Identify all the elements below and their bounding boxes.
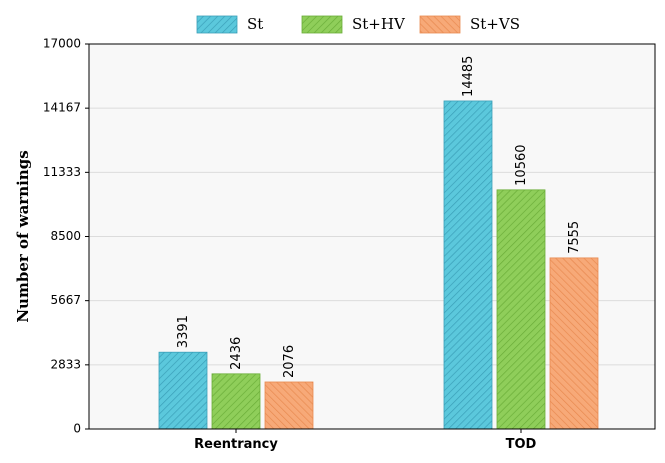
y-tick-label: 14167: [43, 101, 81, 115]
data-label: 10560: [514, 144, 529, 185]
legend-label: St+VS: [470, 15, 520, 33]
y-tick-label: 17000: [43, 37, 81, 51]
y-tick-label: 11333: [43, 165, 81, 179]
legend-label: St+HV: [352, 15, 406, 33]
x-tick-label: Reentrancy: [194, 437, 278, 452]
legend-label: St: [247, 15, 263, 33]
data-label: 7555: [567, 221, 582, 254]
bar-st-reentrancy: [158, 351, 208, 430]
data-label: 14485: [461, 56, 476, 97]
y-axis-ticks: 0 2833 5667 8500 11333 14167 17000: [43, 37, 89, 436]
bar-st-hv-tod: [496, 189, 546, 430]
x-tick-label: TOD: [506, 437, 537, 452]
bar-st-vs-reentrancy: [264, 381, 314, 430]
y-tick-label: 0: [73, 422, 81, 436]
y-tick-label: 5667: [50, 293, 81, 307]
y-axis-label: Number of warnings: [14, 150, 32, 322]
legend-swatch: [419, 15, 461, 34]
y-tick-label: 2833: [50, 357, 81, 371]
legend-swatch: [301, 15, 343, 34]
x-axis-ticks: Reentrancy TOD: [194, 429, 537, 452]
bars: 3391 2436 2076 14485 10560 7555: [158, 56, 599, 430]
data-label: 2076: [282, 345, 297, 378]
bar-st-tod: [443, 100, 493, 430]
legend: St St+HV St+VS: [196, 15, 520, 34]
bar-st-vs-tod: [549, 257, 599, 430]
y-tick-label: 8500: [50, 229, 81, 243]
bar-st-hv-reentrancy: [211, 373, 261, 430]
data-label: 2436: [229, 337, 244, 370]
legend-swatch: [196, 15, 238, 34]
data-label: 3391: [176, 315, 191, 348]
